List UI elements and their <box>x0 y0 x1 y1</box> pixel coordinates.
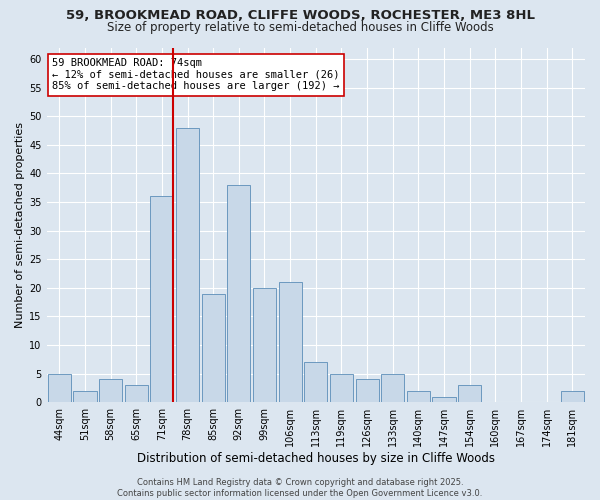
Bar <box>99 380 122 402</box>
Bar <box>125 385 148 402</box>
Bar <box>381 374 404 402</box>
Bar <box>560 391 584 402</box>
Bar <box>278 282 302 403</box>
Bar <box>356 380 379 402</box>
Text: Size of property relative to semi-detached houses in Cliffe Woods: Size of property relative to semi-detach… <box>107 21 493 34</box>
Bar <box>48 374 71 402</box>
Bar <box>330 374 353 402</box>
Text: 59, BROOKMEAD ROAD, CLIFFE WOODS, ROCHESTER, ME3 8HL: 59, BROOKMEAD ROAD, CLIFFE WOODS, ROCHES… <box>65 9 535 22</box>
X-axis label: Distribution of semi-detached houses by size in Cliffe Woods: Distribution of semi-detached houses by … <box>137 452 495 465</box>
Text: 59 BROOKMEAD ROAD: 74sqm
← 12% of semi-detached houses are smaller (26)
85% of s: 59 BROOKMEAD ROAD: 74sqm ← 12% of semi-d… <box>52 58 340 92</box>
Bar <box>151 196 173 402</box>
Bar <box>176 128 199 402</box>
Bar <box>202 294 225 403</box>
Y-axis label: Number of semi-detached properties: Number of semi-detached properties <box>15 122 25 328</box>
Bar <box>304 362 328 403</box>
Bar <box>407 391 430 402</box>
Bar <box>458 385 481 402</box>
Bar <box>253 288 276 403</box>
Text: Contains HM Land Registry data © Crown copyright and database right 2025.
Contai: Contains HM Land Registry data © Crown c… <box>118 478 482 498</box>
Bar <box>73 391 97 402</box>
Bar <box>227 185 250 402</box>
Bar <box>433 396 455 402</box>
